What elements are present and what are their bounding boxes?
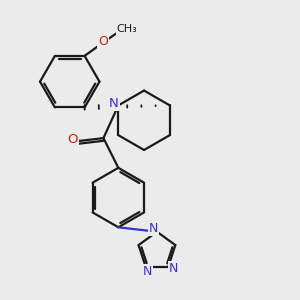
Text: O: O xyxy=(68,133,78,146)
Text: N: N xyxy=(149,222,158,235)
Text: O: O xyxy=(98,35,108,48)
Text: CH₃: CH₃ xyxy=(116,24,137,34)
Text: N: N xyxy=(169,262,178,275)
Text: N: N xyxy=(142,265,152,278)
Text: N: N xyxy=(109,98,119,110)
